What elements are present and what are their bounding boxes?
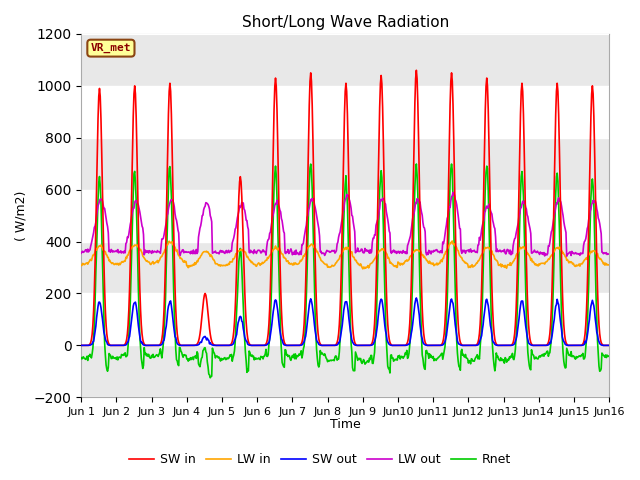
Rnet bbox=[413, 161, 420, 167]
SW in bbox=[141, 342, 149, 348]
LW out bbox=[77, 251, 85, 256]
SW out bbox=[409, 321, 417, 327]
SW out bbox=[413, 295, 420, 301]
LW in bbox=[449, 238, 456, 244]
Bar bbox=[81, 346, 609, 397]
Line: Rnet: Rnet bbox=[81, 164, 609, 378]
SW in bbox=[409, 216, 417, 222]
Rnet bbox=[195, 361, 202, 367]
Bar bbox=[81, 138, 609, 190]
Rnet bbox=[87, 353, 95, 359]
LW in bbox=[141, 256, 149, 262]
Bar bbox=[81, 241, 609, 293]
LW in bbox=[87, 256, 95, 262]
SW out bbox=[77, 343, 85, 348]
LW in bbox=[605, 262, 612, 268]
Rnet bbox=[426, 351, 433, 357]
SW out bbox=[425, 343, 433, 348]
SW out bbox=[605, 343, 612, 348]
Rnet bbox=[207, 375, 214, 381]
SW out bbox=[195, 342, 202, 348]
LW out bbox=[87, 243, 95, 249]
LW out bbox=[424, 252, 432, 257]
Rnet bbox=[410, 240, 417, 246]
LW in bbox=[77, 263, 85, 268]
Line: LW out: LW out bbox=[81, 192, 609, 256]
Text: VR_met: VR_met bbox=[91, 43, 131, 53]
LW out bbox=[563, 253, 570, 259]
LW out bbox=[605, 251, 612, 257]
Legend: SW in, LW in, SW out, LW out, Rnet: SW in, LW in, SW out, LW out, Rnet bbox=[124, 448, 516, 471]
Line: SW out: SW out bbox=[81, 298, 609, 346]
LW out bbox=[195, 234, 202, 240]
Bar bbox=[81, 34, 609, 86]
Line: LW in: LW in bbox=[81, 241, 609, 269]
Rnet bbox=[141, 351, 149, 357]
SW in bbox=[413, 67, 420, 73]
SW in bbox=[223, 343, 230, 348]
SW in bbox=[195, 338, 202, 344]
SW in bbox=[77, 343, 85, 348]
LW out bbox=[409, 216, 417, 221]
SW out bbox=[87, 342, 95, 348]
Line: SW in: SW in bbox=[81, 70, 609, 346]
LW in bbox=[410, 249, 417, 254]
LW out bbox=[141, 247, 149, 253]
Title: Short/Long Wave Radiation: Short/Long Wave Radiation bbox=[241, 15, 449, 30]
LW in bbox=[223, 262, 230, 267]
LW in bbox=[425, 261, 433, 266]
LW in bbox=[195, 256, 202, 262]
SW out bbox=[141, 342, 149, 348]
X-axis label: Time: Time bbox=[330, 419, 360, 432]
SW out bbox=[223, 343, 230, 348]
Y-axis label: ( W/m2): ( W/m2) bbox=[15, 191, 28, 241]
SW in bbox=[605, 343, 612, 348]
LW out bbox=[223, 248, 230, 253]
Rnet bbox=[77, 355, 85, 360]
SW in bbox=[425, 343, 433, 348]
LW out bbox=[449, 190, 457, 195]
LW in bbox=[359, 266, 367, 272]
Rnet bbox=[605, 353, 612, 359]
SW in bbox=[87, 340, 95, 346]
Rnet bbox=[223, 355, 231, 361]
